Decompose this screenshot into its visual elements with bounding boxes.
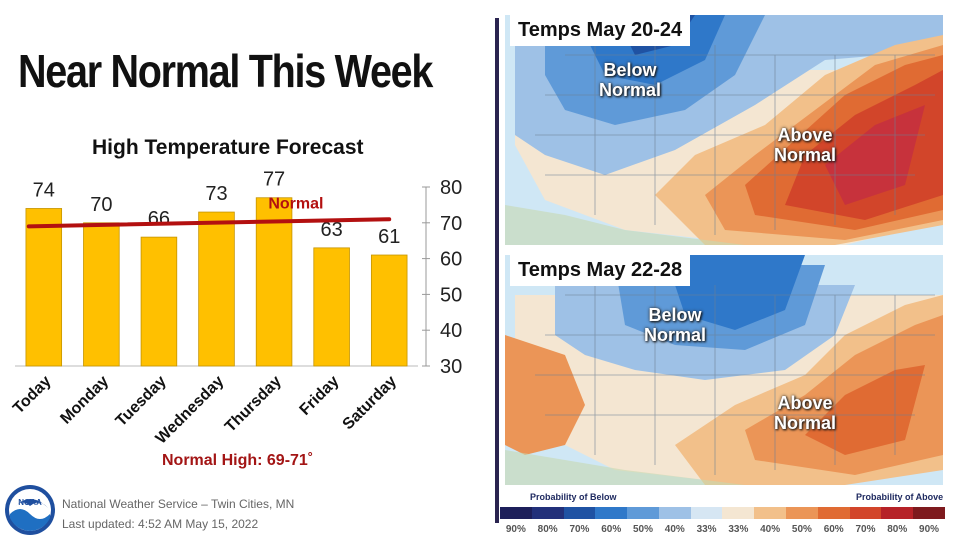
bar-value-label: 77 (263, 169, 285, 191)
bar (198, 211, 235, 367)
legend-below-caption: Probability of Below (530, 492, 617, 502)
category-label: Saturday (340, 373, 401, 434)
map-1-below-label: Below Normal (598, 60, 661, 100)
y-tick-label: 40 (440, 320, 462, 342)
category-label: Today (10, 373, 55, 418)
legend-swatch (690, 507, 723, 519)
legend-swatch (786, 507, 818, 519)
probability-legend-ticks: 90% 80% 70% 60% 50% 40% 33% 33% 40% 50% 60% 70% 80% 9… (500, 524, 945, 535)
bar-value-label: 70 (90, 194, 112, 216)
bar (140, 236, 178, 367)
y-tick-label: 80 (440, 177, 462, 199)
map-2-above-label: Above Normal (773, 393, 836, 433)
legend-swatch (500, 507, 532, 519)
legend-tick-label: 33% (728, 524, 749, 535)
y-tick-label: 50 (440, 284, 462, 306)
legend-swatch (754, 507, 787, 519)
bar-value-label: 61 (378, 226, 400, 248)
legend-swatch (849, 507, 882, 519)
probability-legend (500, 507, 945, 519)
bar (313, 247, 350, 367)
legend-tick-label: 50% (791, 524, 812, 535)
legend-swatch (627, 507, 659, 519)
y-tick-label: 60 (440, 249, 462, 271)
map-2-below-label: Below Normal (643, 305, 706, 345)
temperature-bar-chart: 80706050403074Today70Monday66Tuesday73We… (10, 169, 462, 448)
legend-tick-label: 60% (601, 524, 622, 535)
map-may-22-28: Temps May 22-28 Below Normal Above Norma… (505, 255, 943, 485)
map-2-title: Temps May 22-28 (510, 255, 691, 286)
legend-tick-label: 80% (887, 524, 908, 535)
legend-tick-label: 70% (855, 524, 876, 535)
legend-tick-label: 80% (537, 524, 558, 535)
bar (255, 197, 293, 367)
legend-tick-label: 60% (823, 524, 844, 535)
bar-value-label: 66 (148, 208, 170, 230)
legend-tick-label: 70% (569, 524, 590, 535)
legend-swatch (722, 507, 755, 519)
category-label: Friday (296, 373, 342, 419)
page-headline: Near Normal This Week (18, 45, 433, 97)
map-1-above-label: Above Normal (773, 125, 836, 165)
legend-tick-label: 40% (664, 524, 685, 535)
legend-tick-label: 90% (505, 524, 526, 535)
normal-high-text: Normal High: 69-71˚ (162, 452, 314, 469)
category-label: Tuesday (113, 373, 170, 430)
svg-text:NOAA: NOAA (18, 498, 42, 507)
legend-swatch (881, 507, 914, 519)
normal-line-label: Normal (268, 196, 323, 213)
bar (83, 222, 120, 367)
bar (370, 254, 408, 367)
legend-swatch (913, 507, 945, 519)
legend-above-caption: Probability of Above (856, 492, 944, 502)
legend-tick-label: 90% (919, 524, 940, 535)
bar-value-label: 73 (205, 183, 227, 205)
legend-swatch (531, 507, 564, 519)
map-may-20-24: Temps May 20-24 Below Normal Above Norma… (505, 15, 943, 245)
legend-swatch (658, 507, 691, 519)
legend-swatch (563, 507, 596, 519)
legend-tick-label: 50% (633, 524, 654, 535)
y-tick-label: 30 (440, 356, 462, 378)
vertical-divider (495, 18, 499, 523)
map-1-title: Temps May 20-24 (510, 15, 691, 46)
legend-swatch (817, 507, 850, 519)
normal-line (26, 217, 392, 229)
y-tick-label: 70 (440, 213, 462, 235)
bar-value-label: 63 (321, 219, 343, 241)
bar (25, 208, 63, 367)
category-label: Thursday (222, 373, 285, 436)
office-text: National Weather Service – Twin Cities, … (62, 497, 295, 511)
legend-swatch (595, 507, 628, 519)
legend-tick-label: 40% (760, 524, 781, 535)
legend-tick-label: 33% (696, 524, 717, 535)
chart-title: High Temperature Forecast (92, 136, 364, 159)
noaa-logo: NOAA (5, 485, 55, 535)
category-label: Monday (57, 373, 112, 428)
credit-block: National Weather Service – Twin Cities, … (62, 494, 294, 534)
updated-text: Last updated: 4:52 AM May 15, 2022 (62, 517, 259, 531)
bar-value-label: 74 (33, 179, 55, 201)
